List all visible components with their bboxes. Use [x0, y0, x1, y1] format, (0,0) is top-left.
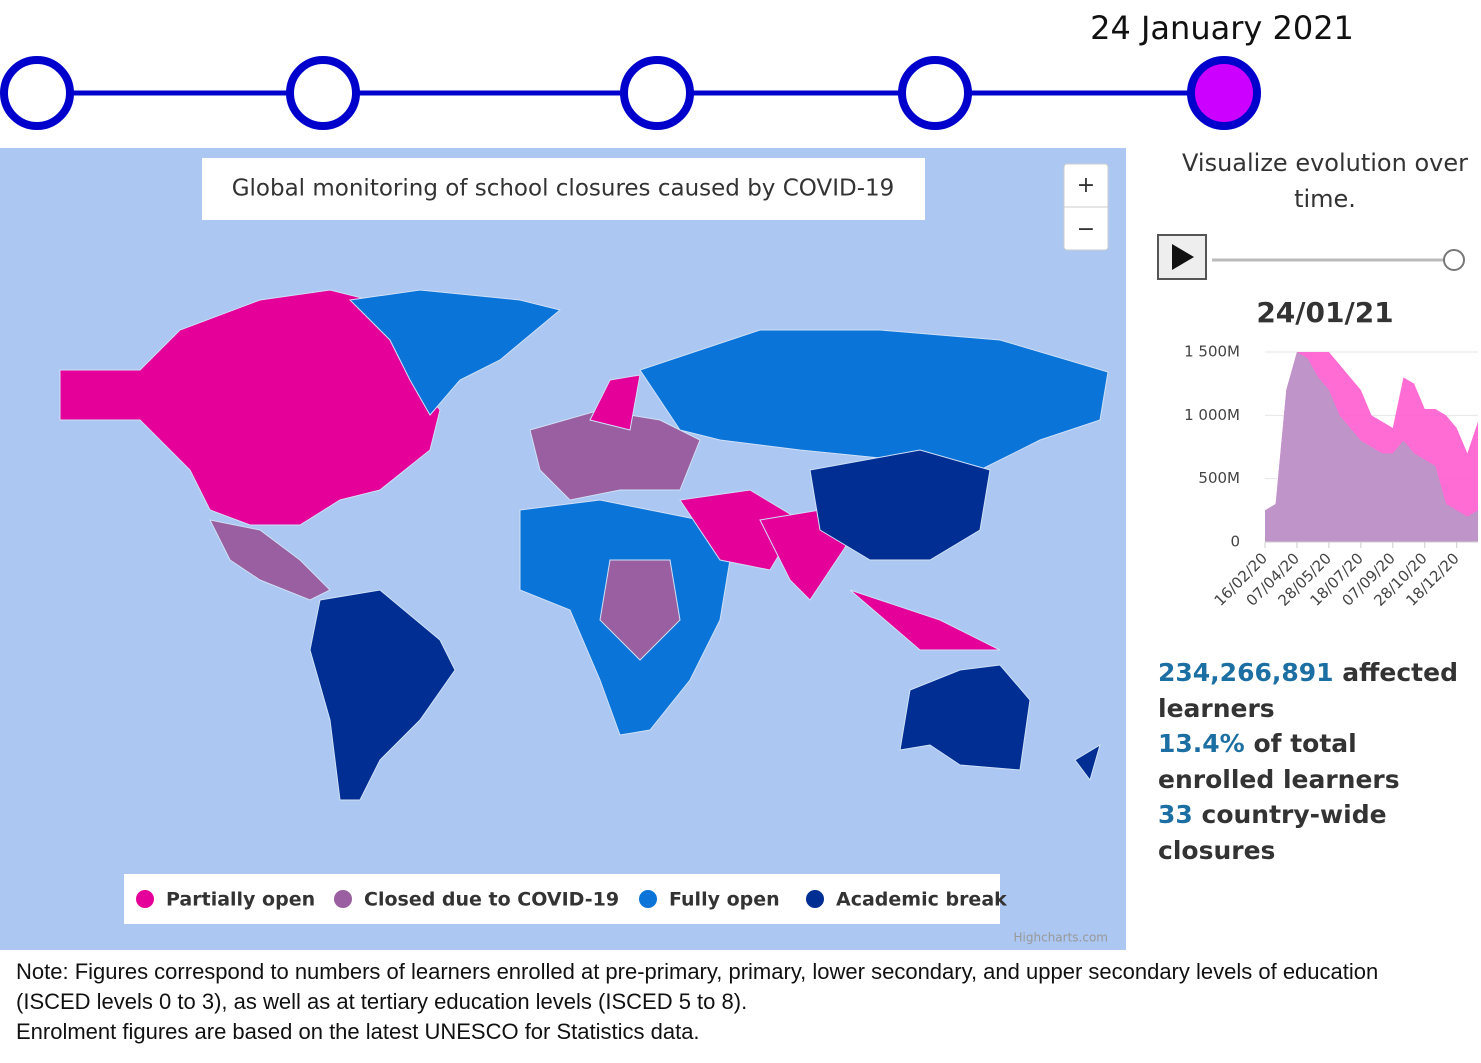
credit: Highcharts.com: [1014, 931, 1108, 945]
legend-label: Academic break: [836, 889, 1007, 911]
timeline-step[interactable]: [286, 56, 360, 130]
zoom-out[interactable]: −: [1077, 217, 1095, 242]
stats: 234,266,891 affected learners 13.4% of to…: [1158, 655, 1478, 868]
region: [849, 589, 1001, 651]
stat: 234,266,891 affected learners: [1158, 655, 1478, 726]
sidebar-heading: Visualize evolution over time.: [1182, 149, 1468, 213]
region: [1074, 743, 1101, 782]
stat-value: 33: [1158, 800, 1193, 829]
note-text: : Figures correspond to numbers of learn…: [16, 959, 1379, 1014]
stat-text: country-wide closures: [1158, 800, 1387, 865]
stat-value: 234,266,891: [1158, 658, 1334, 687]
stat-value: 13.4%: [1158, 729, 1245, 758]
stat-text: of total enrolled learners: [1158, 729, 1400, 794]
map-shapes: [59, 289, 1109, 801]
region: [59, 289, 441, 526]
y-tick-label: 1 000M: [1184, 406, 1240, 424]
region: [589, 374, 641, 431]
canvas: 24 January 2021 Global monitoring of sch…: [0, 9, 1478, 950]
y-tick-label: 1 500M: [1184, 343, 1240, 361]
note-line: Enrolment figures are based on the lates…: [16, 1019, 700, 1044]
region: [209, 519, 331, 601]
chart-title: 24/01/21: [1256, 296, 1393, 329]
stat: 33 country-wide closures: [1158, 797, 1478, 868]
legend-marker: [334, 890, 352, 908]
note-label: Note: [16, 959, 63, 984]
timeline-step[interactable]: [620, 56, 694, 130]
map-title: Global monitoring of school closures cau…: [232, 176, 895, 202]
area: [1265, 352, 1478, 542]
stat-text: affected learners: [1158, 658, 1458, 723]
legend-marker: [639, 890, 657, 908]
region: [309, 589, 456, 801]
sidebar-heading-box: Visualize evolution over time.: [1182, 149, 1468, 213]
map-title-box: [202, 158, 925, 220]
timeline-date: 24 January 2021: [1090, 9, 1354, 47]
region: [639, 329, 1109, 471]
legend-marker: [806, 890, 824, 908]
y-tick-label: 500M: [1198, 469, 1240, 487]
zoom-in[interactable]: +: [1077, 173, 1095, 198]
region: [899, 664, 1031, 771]
timeline-step[interactable]: [0, 56, 74, 130]
legend-label: Fully open: [669, 889, 780, 911]
legend-label: Closed due to COVID-19: [364, 889, 619, 911]
region: [809, 449, 991, 561]
region: [599, 559, 681, 661]
note: Note: Figures correspond to numbers of l…: [16, 957, 1456, 1047]
stat: 13.4% of total enrolled learners: [1158, 726, 1478, 797]
y-tick-label: 0: [1230, 533, 1240, 551]
slider-knob[interactable]: [1443, 249, 1465, 271]
region: [348, 289, 562, 416]
legend-marker: [136, 890, 154, 908]
timeline-step[interactable]: [898, 56, 972, 130]
legend-label: Partially open: [166, 889, 315, 911]
play-icon: [1172, 244, 1194, 270]
legend: Partially open Closed due to COVID-19 Full…: [136, 889, 1007, 911]
timeline: 24 January 2021: [0, 9, 1354, 130]
legend-box: [124, 874, 1000, 924]
timeline-step-active[interactable]: [1187, 56, 1261, 130]
